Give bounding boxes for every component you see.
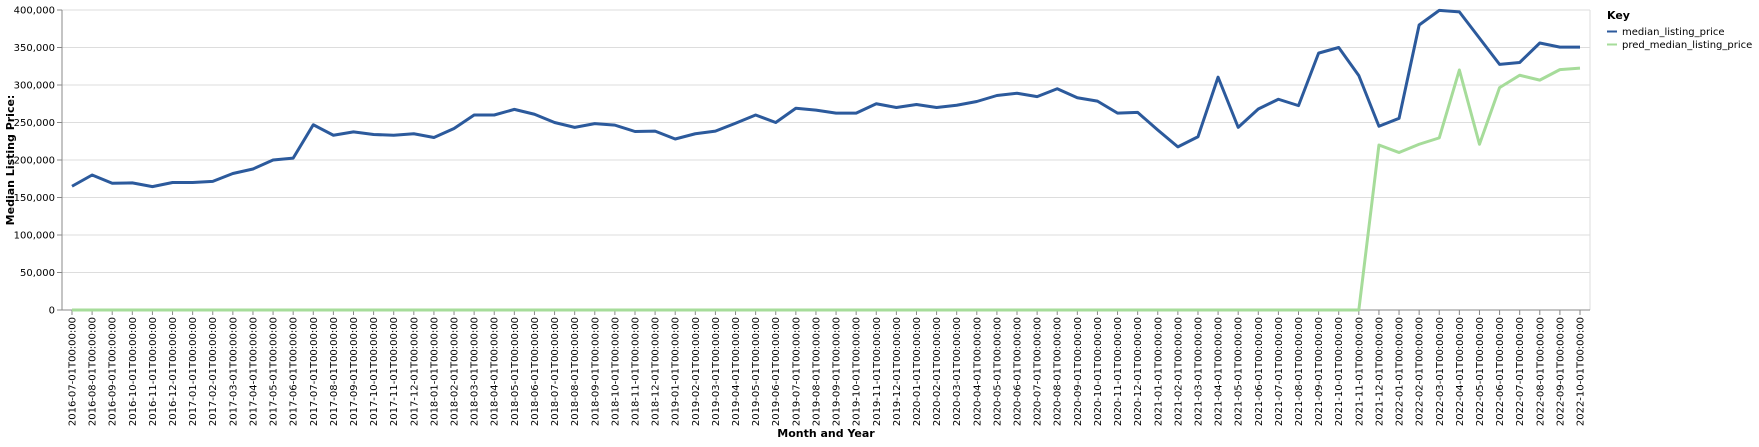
x-tick-label: 2018-05-01T00:00:00	[510, 317, 521, 426]
x-tick-label: 2017-05-01T00:00:00	[269, 317, 280, 426]
x-tick-label: 2019-10-01T00:00:00	[852, 317, 863, 426]
x-tick-label: 2021-12-01T00:00:00	[1374, 317, 1385, 426]
x-tick-label: 2018-04-01T00:00:00	[490, 317, 501, 426]
x-tick-label: 2017-03-01T00:00:00	[228, 317, 239, 426]
x-tick-label: 2018-06-01T00:00:00	[530, 317, 541, 426]
x-tick-label: 2018-08-01T00:00:00	[570, 317, 581, 426]
gridlines	[62, 9, 1591, 311]
x-tick-label: 2021-01-01T00:00:00	[1153, 317, 1164, 426]
y-tick-label: 50,000	[20, 268, 55, 279]
x-tick-label: 2020-06-01T00:00:00	[1013, 317, 1024, 426]
x-tick-label: 2018-12-01T00:00:00	[651, 317, 662, 426]
x-tick-label: 2019-09-01T00:00:00	[832, 317, 843, 426]
x-tick-label: 2019-11-01T00:00:00	[872, 317, 883, 426]
y-tick-label: 150,000	[14, 193, 55, 204]
x-tick-label: 2017-06-01T00:00:00	[289, 317, 300, 426]
x-tick-label: 2022-02-01T00:00:00	[1415, 317, 1426, 426]
x-tick-label: 2020-03-01T00:00:00	[952, 317, 963, 426]
x-tick-label: 2016-11-01T00:00:00	[148, 317, 159, 426]
x-tick-label: 2017-08-01T00:00:00	[329, 317, 340, 426]
y-tick-label: 350,000	[14, 43, 55, 54]
x-tick-label: 2018-01-01T00:00:00	[429, 317, 440, 426]
x-tick-label: 2021-08-01T00:00:00	[1294, 317, 1305, 426]
x-tick-label: 2017-09-01T00:00:00	[349, 317, 360, 426]
y-tick-label: 300,000	[14, 81, 55, 92]
y-tick-label: 250,000	[14, 118, 55, 129]
x-tick-label: 2018-07-01T00:00:00	[550, 317, 561, 426]
x-tick-label: 2022-03-01T00:00:00	[1435, 317, 1446, 426]
x-tick-label: 2022-05-01T00:00:00	[1475, 317, 1486, 426]
x-tick-label: 2019-08-01T00:00:00	[811, 317, 822, 426]
x-tick-label: 2021-02-01T00:00:00	[1173, 317, 1184, 426]
x-tick-label: 2020-09-01T00:00:00	[1073, 317, 1084, 426]
x-tick-label: 2021-03-01T00:00:00	[1193, 317, 1204, 426]
x-tick-label: 2016-10-01T00:00:00	[128, 317, 139, 426]
series-line-pred-median-listing-price	[72, 66, 1581, 312]
legend: Key median_listing_price pred_median_list…	[1607, 9, 1752, 51]
y-axis-title: Median Listing Price:	[4, 95, 17, 226]
x-tick-label: 2019-01-01T00:00:00	[671, 317, 682, 426]
x-tick-label: 2016-09-01T00:00:00	[108, 317, 119, 426]
x-tick-label: 2019-06-01T00:00:00	[771, 317, 782, 426]
legend-title: Key	[1607, 9, 1630, 22]
x-tick-label: 2017-11-01T00:00:00	[389, 317, 400, 426]
x-tick-label: 2020-11-01T00:00:00	[1113, 317, 1124, 426]
x-tick-label: 2022-08-01T00:00:00	[1535, 317, 1546, 426]
x-tick-label: 2021-05-01T00:00:00	[1234, 317, 1245, 426]
x-tick-label: 2019-02-01T00:00:00	[691, 317, 702, 426]
axes: 0 50,000 100,000 150,000 200,000 250,000 300,0…	[14, 6, 1590, 426]
legend-label: median_listing_price	[1622, 27, 1725, 38]
x-tick-label: 2022-09-01T00:00:00	[1555, 317, 1566, 426]
x-tick-label: 2020-07-01T00:00:00	[1033, 317, 1044, 426]
x-tick-label: 2022-07-01T00:00:00	[1515, 317, 1526, 426]
x-tick-label: 2021-11-01T00:00:00	[1354, 317, 1365, 426]
x-tick-label: 2022-10-01T00:00:00	[1576, 317, 1587, 426]
x-tick-label: 2020-05-01T00:00:00	[992, 317, 1003, 426]
y-tick-label: 200,000	[14, 156, 55, 167]
x-tick-label: 2018-02-01T00:00:00	[450, 317, 461, 426]
x-tick-label: 2016-08-01T00:00:00	[88, 317, 99, 426]
x-tick-label: 2017-01-01T00:00:00	[188, 317, 199, 426]
series-lines	[71, 8, 1581, 312]
x-tick-label: 2019-03-01T00:00:00	[711, 317, 722, 426]
x-tick-label: 2019-04-01T00:00:00	[731, 317, 742, 426]
x-tick-label: 2017-07-01T00:00:00	[309, 317, 320, 426]
x-axis-title: Month and Year	[777, 427, 875, 440]
x-tick-label: 2018-11-01T00:00:00	[630, 317, 641, 426]
x-tick-label: 2017-12-01T00:00:00	[409, 317, 420, 426]
x-tick-label: 2021-07-01T00:00:00	[1274, 317, 1285, 426]
x-tick-label: 2017-04-01T00:00:00	[248, 317, 259, 426]
x-tick-label: 2021-10-01T00:00:00	[1334, 317, 1345, 426]
series-line-median-listing-price	[71, 8, 1580, 189]
x-tick-label: 2016-12-01T00:00:00	[168, 317, 179, 426]
x-tick-label: 2022-06-01T00:00:00	[1495, 317, 1506, 426]
x-tick-label: 2019-05-01T00:00:00	[751, 317, 762, 426]
x-tick-label: 2022-04-01T00:00:00	[1455, 317, 1466, 426]
x-tick-label: 2021-06-01T00:00:00	[1254, 317, 1265, 426]
x-tick-label: 2020-04-01T00:00:00	[972, 317, 983, 426]
x-tick-label: 2021-04-01T00:00:00	[1214, 317, 1225, 426]
x-tick-label: 2017-02-01T00:00:00	[208, 317, 219, 426]
x-tick-label: 2022-01-01T00:00:00	[1395, 317, 1406, 426]
x-tick-label: 2020-10-01T00:00:00	[1093, 317, 1104, 426]
x-tick-label: 2020-08-01T00:00:00	[1053, 317, 1064, 426]
y-tick-label: 400,000	[14, 6, 55, 17]
x-tick-label: 2018-09-01T00:00:00	[590, 317, 601, 426]
x-tick-label: 2019-12-01T00:00:00	[892, 317, 903, 426]
x-tick-label: 2020-12-01T00:00:00	[1133, 317, 1144, 426]
x-tick-label: 2021-09-01T00:00:00	[1314, 317, 1325, 426]
x-tick-label: 2019-07-01T00:00:00	[791, 317, 802, 426]
x-tick-label: 2018-10-01T00:00:00	[610, 317, 621, 426]
x-tick-label: 2016-07-01T00:00:00	[68, 317, 79, 426]
x-tick-label: 2018-03-01T00:00:00	[470, 317, 481, 426]
x-tick-label: 2020-02-01T00:00:00	[932, 317, 943, 426]
x-tick-label: 2017-10-01T00:00:00	[369, 317, 380, 426]
legend-label: pred_median_listing_price	[1622, 40, 1752, 51]
y-tick-label: 100,000	[14, 231, 55, 242]
x-tick-label: 2020-01-01T00:00:00	[912, 317, 923, 426]
y-tick-label: 0	[49, 306, 55, 317]
